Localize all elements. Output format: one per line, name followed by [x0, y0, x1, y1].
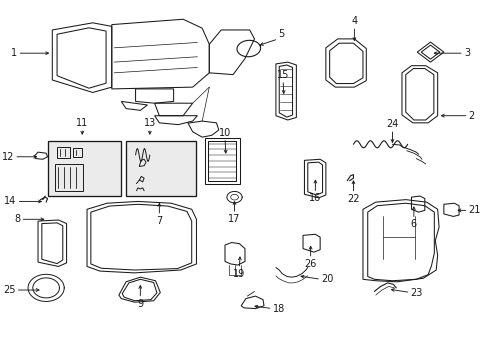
Text: 5: 5: [278, 29, 284, 39]
Text: 22: 22: [346, 194, 359, 203]
Text: 26: 26: [304, 258, 316, 269]
Text: 25: 25: [3, 285, 16, 295]
Text: 21: 21: [468, 205, 480, 215]
Bar: [126, 141, 196, 196]
Text: 16: 16: [308, 193, 321, 203]
Text: 20: 20: [321, 274, 333, 284]
Text: 7: 7: [156, 216, 162, 226]
Text: 3: 3: [463, 48, 469, 58]
Text: 10: 10: [219, 128, 231, 138]
Text: 13: 13: [143, 118, 156, 128]
Text: 24: 24: [386, 119, 398, 129]
Text: 8: 8: [14, 214, 20, 224]
Text: 18: 18: [272, 303, 284, 314]
Text: 23: 23: [410, 288, 422, 297]
Text: 4: 4: [350, 17, 357, 26]
Text: 17: 17: [228, 214, 240, 224]
Text: 19: 19: [233, 269, 245, 279]
Text: 11: 11: [76, 118, 88, 128]
Text: 9: 9: [137, 298, 143, 309]
Text: 2: 2: [468, 111, 474, 121]
Text: 15: 15: [276, 70, 288, 80]
Text: 1: 1: [11, 48, 18, 58]
Text: 12: 12: [2, 152, 14, 162]
Bar: [47, 141, 121, 196]
Text: 6: 6: [410, 219, 416, 229]
Text: 14: 14: [4, 197, 17, 206]
